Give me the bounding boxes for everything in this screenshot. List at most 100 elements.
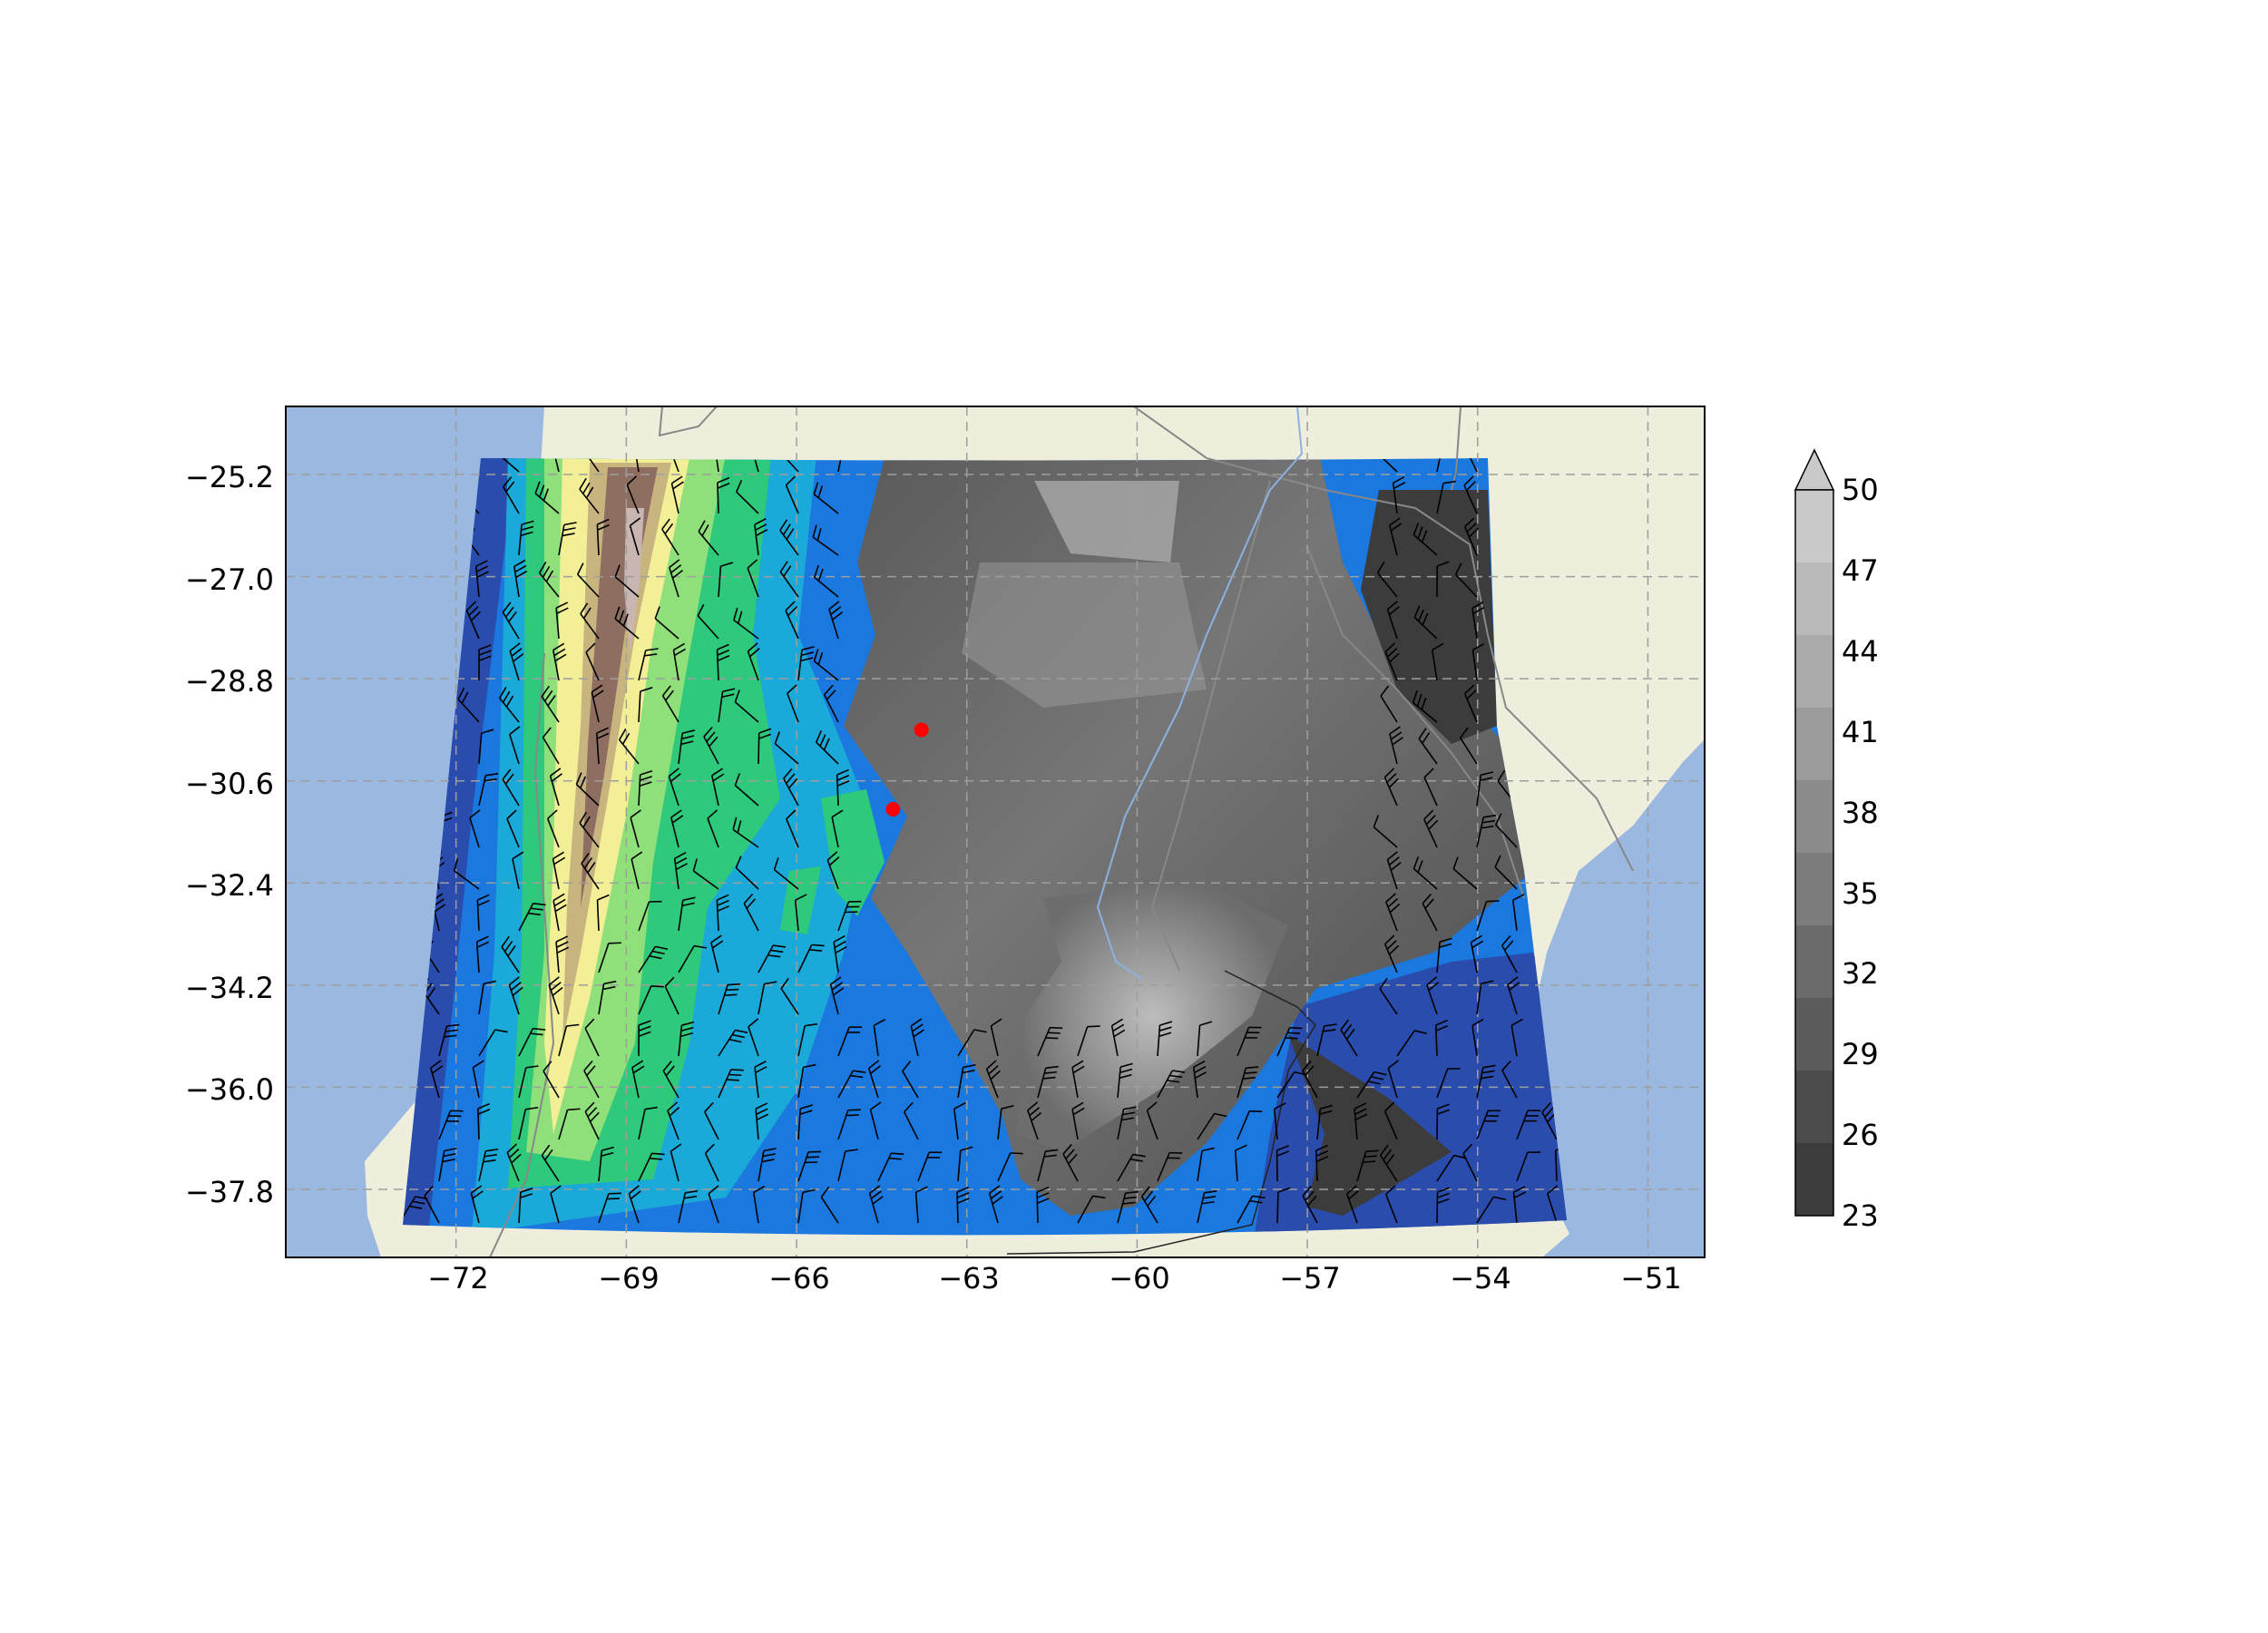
rivers: [1096, 406, 1304, 981]
wind-barb: [1512, 1186, 1527, 1224]
wind-barb: [638, 945, 669, 973]
wind-barb: [837, 458, 846, 473]
wind-barb: [1389, 726, 1403, 765]
wind-barb: [630, 809, 641, 848]
wind-barb: [552, 642, 567, 681]
wind-barb: [1412, 689, 1438, 723]
wind-barb: [470, 1185, 484, 1224]
wind-barb: [1077, 1195, 1106, 1224]
wind-barb: [718, 688, 736, 723]
wind-barb: [1452, 856, 1478, 890]
wind-barb: [1140, 1186, 1158, 1224]
wind-barb: [478, 1029, 508, 1057]
wind-barb: [831, 809, 844, 848]
colorbar-tick-label: 38: [1842, 796, 1879, 830]
wind-barb: [1273, 1102, 1286, 1140]
lat-tick-label: −32.4: [185, 868, 274, 903]
wind-barb: [598, 1146, 615, 1182]
wind-barb: [707, 809, 719, 848]
wind-barb: [678, 896, 696, 932]
axes-frame: [285, 406, 1706, 1258]
wind-barb: [779, 519, 799, 556]
colorbar-tick-label: 47: [1842, 553, 1879, 588]
wind-barb: [718, 1069, 744, 1099]
wind-barb: [1376, 562, 1398, 598]
wind-barb: [1471, 642, 1485, 681]
wind-barb: [1037, 1065, 1059, 1099]
wind-barb: [478, 980, 496, 1015]
wind-barb: [733, 607, 759, 640]
wind-barb: [1157, 1151, 1183, 1182]
wind-barb: [735, 856, 759, 890]
wind-barb: [837, 900, 862, 932]
wind-barb: [1423, 809, 1439, 848]
lon-tick-label: −63: [938, 1261, 1000, 1296]
wind-barb: [1386, 601, 1400, 640]
wind-barb: [585, 642, 600, 681]
wind-barb: [797, 646, 815, 681]
wind-barb: [508, 976, 523, 1015]
wind-barb: [502, 768, 520, 807]
wind-barb: [703, 726, 719, 765]
wind-barb: [558, 522, 577, 556]
wind-barb: [1436, 1103, 1450, 1140]
wind-barb: [430, 1060, 444, 1099]
wind-barb: [758, 981, 777, 1015]
wind-barb: [638, 648, 659, 681]
wind-barb: [499, 687, 520, 723]
lat-tick-label: −28.8: [185, 664, 274, 699]
wind-barb: [469, 809, 481, 848]
wind-barb: [551, 458, 560, 473]
wind-barb: [558, 1108, 581, 1140]
wind-barb: [1077, 1025, 1100, 1057]
wind-barb: [797, 1022, 818, 1057]
wind-barb: [1507, 976, 1520, 1015]
wind-barb: [718, 983, 741, 1015]
wind-barb: [903, 1101, 919, 1140]
gridlines: [286, 406, 1705, 1257]
wind-barb: [877, 1152, 904, 1182]
wind-barb: [914, 1186, 928, 1224]
wind-barb: [1383, 768, 1399, 807]
wind-barb: [1436, 1154, 1467, 1182]
wind-barb: [1463, 517, 1480, 556]
wind-barb: [1110, 1018, 1126, 1057]
wind-barb: [534, 481, 560, 514]
wind-barb: [478, 644, 492, 681]
wind-barb: [1460, 727, 1478, 765]
wind-barb: [596, 894, 610, 932]
wind-barb: [734, 689, 759, 723]
wind-barb: [1392, 475, 1406, 514]
wind-barb: [1157, 1021, 1173, 1057]
wind-barb: [518, 520, 534, 556]
wind-barb: [787, 684, 799, 723]
colorbar-segments: [1795, 490, 1833, 1217]
wind-barb: [1117, 1190, 1139, 1224]
wind-barb: [829, 976, 845, 1015]
wind-barb: [583, 1060, 600, 1099]
wind-barb: [438, 1023, 460, 1057]
colorbar-segment: [1795, 780, 1833, 854]
wind-barb: [1462, 458, 1478, 473]
wind-barb: [777, 458, 799, 473]
wind-barb: [780, 977, 799, 1015]
wind-barb: [826, 851, 840, 890]
wind-barb: [1516, 1151, 1540, 1182]
wind-barb: [1373, 815, 1398, 848]
wind-barb: [1454, 562, 1478, 598]
wind-barb: [867, 1060, 882, 1099]
wind-barb: [1434, 1019, 1449, 1057]
wind-barb: [1547, 1185, 1559, 1224]
wind-barb: [1062, 1143, 1079, 1182]
wind-barb: [1422, 893, 1438, 932]
wind-barb: [1389, 517, 1403, 556]
wind-barb: [704, 1101, 719, 1140]
wind-barb: [708, 1185, 719, 1224]
wind-barb: [1374, 458, 1398, 473]
wind-barb: [734, 773, 759, 807]
station-markers: [885, 722, 929, 816]
wind-barb: [815, 730, 839, 765]
wind-barb: [1436, 1068, 1461, 1099]
lat-tick-label: −27.0: [185, 562, 274, 597]
wind-barb: [518, 1027, 546, 1057]
